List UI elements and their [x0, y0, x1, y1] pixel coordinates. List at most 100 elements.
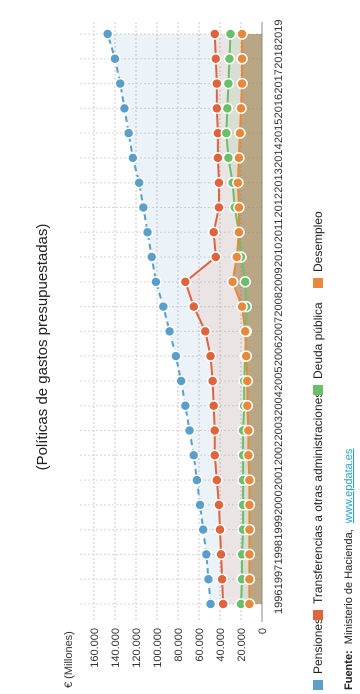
- data-point: [209, 28, 221, 40]
- data-point: [194, 499, 206, 511]
- data-point: [236, 77, 248, 90]
- data-point: [242, 424, 255, 437]
- data-point: [204, 598, 217, 610]
- data-point: [211, 102, 223, 115]
- x-tick-label: 2008: [273, 292, 285, 316]
- data-point: [211, 474, 223, 486]
- data-point: [101, 28, 114, 40]
- y-tick-label: 40.000: [215, 628, 227, 662]
- data-point: [222, 77, 235, 90]
- data-point: [188, 449, 200, 462]
- y-tick-label: 80.000: [173, 628, 185, 662]
- data-point: [216, 573, 228, 585]
- y-tick-label: 160.000: [89, 628, 101, 668]
- data-point: [210, 53, 222, 65]
- data-point: [235, 102, 247, 115]
- legend-swatch: [313, 680, 323, 690]
- y-tick-label: 120.000: [131, 628, 143, 668]
- data-point: [179, 399, 192, 412]
- data-point: [239, 325, 251, 338]
- x-tick-label: 2003: [273, 416, 285, 440]
- y-axis-title: € (Millones): [63, 631, 75, 688]
- data-point: [213, 499, 225, 511]
- data-point: [211, 77, 223, 90]
- data-point: [213, 201, 225, 214]
- data-point: [215, 548, 227, 561]
- data-point: [212, 152, 224, 164]
- plot-background: [80, 22, 262, 622]
- y-tick-label: 20.000: [236, 628, 248, 662]
- y-tick-label: 0: [257, 628, 269, 634]
- data-point: [210, 251, 222, 263]
- x-tick-label: 2005: [273, 366, 285, 390]
- data-point: [243, 598, 256, 610]
- data-point: [118, 102, 131, 115]
- x-tick-label: 2015: [273, 119, 285, 143]
- legend-label: Deuda pública: [311, 302, 325, 379]
- data-point: [243, 548, 256, 561]
- data-point: [220, 127, 233, 139]
- data-point: [217, 598, 229, 610]
- data-point: [234, 127, 246, 139]
- data-point: [109, 53, 121, 65]
- data-point: [114, 77, 126, 90]
- x-tick-label: 2002: [273, 441, 285, 465]
- x-tick-label: 2010: [273, 243, 285, 267]
- data-point: [232, 176, 244, 189]
- x-tick-label: 2014: [273, 143, 285, 167]
- legend-swatch: [313, 278, 323, 288]
- data-point: [209, 449, 221, 462]
- data-point: [133, 176, 145, 189]
- data-point: [207, 399, 220, 412]
- data-point: [236, 300, 248, 313]
- legend-swatch: [313, 610, 323, 620]
- data-point: [163, 325, 176, 338]
- data-point: [243, 523, 256, 536]
- data-point: [200, 548, 213, 561]
- y-tick-label: 60.000: [194, 628, 206, 662]
- legend-swatch: [313, 385, 323, 395]
- data-point: [204, 350, 217, 362]
- data-point: [127, 152, 139, 164]
- series-area-0: [107, 34, 263, 604]
- source-link[interactable]: www.epdata.es: [343, 448, 355, 524]
- x-tick-label: 1997: [273, 565, 285, 589]
- data-point: [209, 424, 221, 437]
- source-label: Fuente:: [343, 650, 355, 690]
- source-name: Ministerio de Hacienda,: [343, 529, 355, 644]
- data-point: [137, 201, 150, 214]
- data-point: [243, 573, 256, 585]
- data-point: [179, 276, 192, 288]
- data-point: [214, 523, 226, 536]
- data-point: [199, 325, 212, 338]
- data-point: [157, 300, 170, 313]
- data-point: [239, 276, 251, 288]
- x-tick-label: 2019: [273, 20, 285, 44]
- source-text: Fuente: Ministerio de Hacienda, www.epda…: [343, 448, 355, 690]
- data-point: [241, 399, 254, 412]
- x-tick-label: 1996: [273, 590, 285, 614]
- legend-item: Deuda pública: [311, 302, 325, 395]
- x-tick-label: 1999: [273, 515, 285, 539]
- data-point: [236, 53, 248, 65]
- x-tick-label: 2001: [273, 466, 285, 490]
- data-point: [197, 523, 209, 536]
- series-area-3: [232, 34, 262, 604]
- legend-label: Transferencias a otras administraciones: [311, 392, 325, 604]
- legend: Pensiones Transferencias a otras administ…: [311, 211, 325, 690]
- x-tick-label: 1998: [273, 540, 285, 564]
- data-point: [183, 424, 196, 437]
- x-tick-label: 2000: [273, 490, 285, 514]
- x-tick-label: 2011: [273, 219, 285, 243]
- data-point: [233, 226, 245, 239]
- data-point: [222, 152, 235, 164]
- x-tick-label: 2007: [273, 317, 285, 341]
- data-point: [243, 474, 256, 486]
- data-point: [202, 573, 215, 585]
- data-point: [191, 474, 203, 486]
- data-point: [224, 28, 237, 40]
- data-point: [233, 201, 245, 214]
- data-point: [207, 226, 220, 239]
- x-tick-label: 2006: [273, 342, 285, 366]
